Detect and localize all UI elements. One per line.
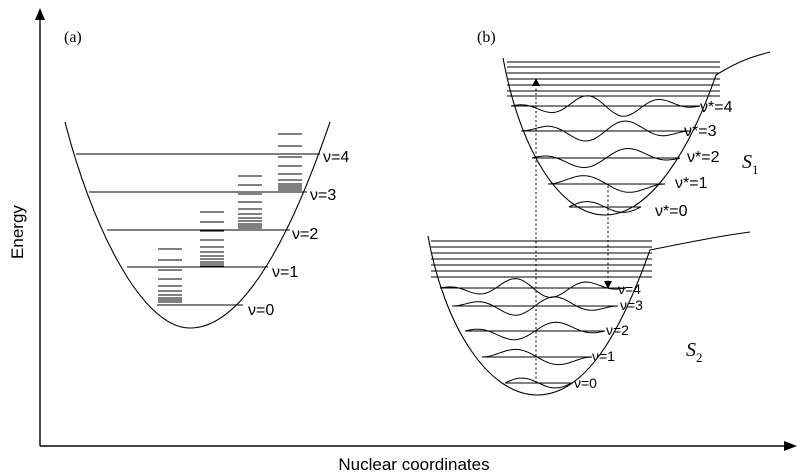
s2-label-v1: ν=1 <box>592 348 615 364</box>
s1-wavefunction-v1 <box>547 175 666 193</box>
s2-label-v4: ν=4 <box>618 281 641 297</box>
panel-a-label-v3: ν=3 <box>310 187 336 204</box>
panel-a: (a) ν=0 ν=1 ν=2 ν=3 ν=4 <box>64 29 349 329</box>
s1-label-v2: ν*=2 <box>687 149 720 166</box>
s2-label-v2: ν=2 <box>606 322 629 338</box>
s1-state-label: S1 <box>742 151 759 177</box>
panel-a-sublevels <box>158 133 302 303</box>
axes: Nuclear coordinates Energy <box>8 8 797 473</box>
s1-label-v3: ν*=3 <box>684 123 717 140</box>
panel-a-label-v2: ν=2 <box>292 226 318 243</box>
s1-wavefunction-v3 <box>520 120 691 142</box>
s1-wavefunctions <box>510 95 701 213</box>
s2-wavefunction-v2 <box>464 321 606 341</box>
s1-label-v0: ν*=0 <box>655 203 688 220</box>
s2-continuum-levels <box>431 240 652 278</box>
s2-wavefunctions <box>439 278 627 389</box>
s1-wavefunction-v4 <box>510 95 701 117</box>
panel-a-label-v0: ν=0 <box>248 302 274 319</box>
s2-wavefunction-v1 <box>481 348 593 366</box>
panel-b-tag: (b) <box>477 29 496 46</box>
y-axis-arrowhead <box>35 8 45 20</box>
s2-wavefunction-v4 <box>439 278 627 298</box>
x-axis-label: Nuclear coordinates <box>338 455 489 473</box>
panel-a-potential-curve <box>64 121 331 329</box>
s2-potential-curve <box>427 231 751 396</box>
s1-continuum-levels <box>507 61 720 97</box>
panel-b: (b) ν*=0 ν*=1 ν*=2 ν*=3 ν*=4 S1 ν=0 ν=1 … <box>427 29 771 396</box>
s2-vibrational-levels <box>440 287 626 384</box>
s2-wavefunction-v3 <box>451 296 619 316</box>
panel-a-tag: (a) <box>64 29 82 46</box>
panel-a-levels <box>76 153 320 306</box>
s1-potential-curve <box>502 51 771 216</box>
panel-a-label-v4: ν=4 <box>323 149 349 166</box>
s1-wavefunction-v2 <box>531 147 681 169</box>
panel-a-label-v1: ν=1 <box>272 264 298 281</box>
s2-label-v0: ν=0 <box>574 375 597 391</box>
s1-wavefunction-v0 <box>568 201 642 213</box>
s2-label-v3: ν=3 <box>620 297 643 313</box>
y-axis-label: Energy <box>8 205 27 259</box>
x-axis-arrowhead <box>784 441 797 451</box>
s1-label-v1: ν*=1 <box>675 175 708 192</box>
s2-wavefunction-v0 <box>504 377 573 389</box>
s1-label-v4: ν*=4 <box>700 99 733 116</box>
s2-state-label: S2 <box>686 339 703 365</box>
